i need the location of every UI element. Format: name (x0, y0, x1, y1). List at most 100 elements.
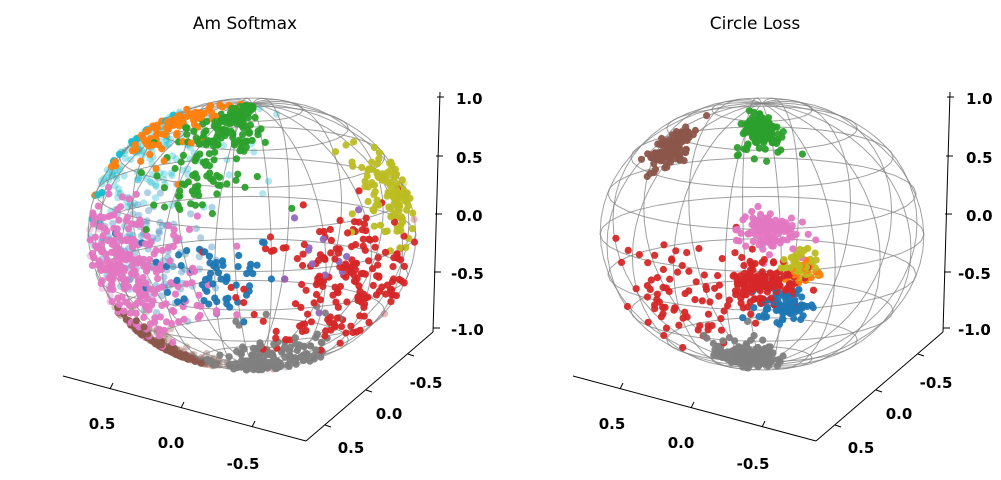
scatter-point (365, 257, 373, 265)
scatter-point (651, 251, 659, 259)
scatter-point (724, 302, 732, 310)
scatter-point (190, 127, 198, 135)
scatter-point (358, 163, 366, 172)
scatter-point (240, 147, 248, 155)
scatter-point (244, 114, 252, 122)
scatter-point (704, 310, 713, 318)
scatter-point (208, 243, 216, 251)
scatter-point (245, 129, 253, 137)
scatter-point (374, 261, 382, 269)
scatter-point (212, 264, 220, 272)
scatter-point (746, 257, 754, 266)
scatter-point (144, 189, 152, 197)
scatter-point (696, 322, 704, 330)
x-tick-label: 0.0 (668, 434, 695, 452)
scatter-point (364, 197, 372, 206)
scatter-point (332, 245, 340, 253)
scatter-point (282, 336, 290, 344)
scatter-point (332, 298, 340, 306)
scatter-point (144, 207, 153, 215)
scatter-point (304, 310, 312, 318)
scatter-point (165, 222, 173, 230)
scatter-point (153, 172, 161, 180)
scatter-point (302, 286, 310, 294)
scatter-point (653, 274, 662, 282)
scatter-point (160, 326, 168, 334)
scatter-sphere (86, 97, 419, 374)
scatter-point (134, 176, 143, 184)
scatter-point (251, 114, 259, 122)
scatter-point (158, 145, 166, 153)
scatter-point (245, 282, 254, 290)
scatter-point (171, 290, 180, 298)
scatter-point (796, 245, 804, 253)
x-axis-line (572, 375, 817, 442)
scatter-point (373, 160, 381, 168)
scatter-point (391, 173, 399, 181)
z-tick-label: -1.0 (451, 321, 484, 339)
scatter-point (760, 139, 768, 147)
scatter-point (151, 194, 160, 202)
scatter-point (176, 350, 184, 358)
scatter-point (191, 157, 199, 165)
scatter-point (293, 255, 301, 263)
scatter-point (161, 131, 169, 139)
scatter-point (259, 317, 267, 325)
chart-title: Circle Loss (710, 14, 801, 34)
z-axis: 1.0 0.5 0.0 -0.5 -1.0 (942, 90, 993, 339)
scatter-point (233, 311, 241, 319)
scatter-point (162, 262, 171, 271)
scatter-point (385, 203, 393, 211)
scatter-point (207, 269, 215, 277)
scatter-point (356, 312, 364, 320)
scatter-point (702, 282, 710, 291)
scatter-point (400, 232, 408, 240)
scatter-point (125, 195, 133, 203)
scatter-point (715, 281, 724, 289)
scatter-point (730, 271, 738, 279)
scatter-point (370, 143, 379, 151)
scatter-point (644, 259, 652, 267)
scatter-point (161, 203, 169, 211)
scatter-point (115, 216, 123, 224)
scatter-point (183, 105, 191, 113)
scatter-point (142, 226, 150, 234)
scatter-point (348, 210, 356, 218)
scatter-point (742, 242, 750, 250)
scatter-point (350, 277, 358, 285)
scatter-point (183, 247, 191, 255)
chart-title: Am Softmax (193, 14, 297, 34)
scatter-point (151, 314, 159, 322)
scatter-point (347, 243, 356, 251)
scatter-point (743, 146, 751, 154)
scatter-point (683, 136, 691, 145)
scatter-point (329, 291, 337, 299)
scatter-point (149, 297, 157, 305)
scatter-point (290, 214, 299, 222)
scatter-point (661, 303, 669, 311)
scatter-point (225, 353, 233, 361)
scatter-point (317, 346, 325, 354)
scatter-point (714, 272, 722, 280)
z-axis-line (942, 91, 951, 333)
scatter-point (187, 210, 195, 218)
scatter-point (331, 283, 339, 291)
scatter-point (216, 181, 224, 190)
scatter-point (137, 232, 145, 240)
scatter-point (321, 309, 329, 317)
scatter-point (120, 307, 128, 315)
scatter-point (369, 206, 377, 214)
scatter-point (737, 229, 745, 237)
scatter-point (647, 276, 655, 284)
scatter-point (132, 146, 140, 154)
scatter-point (772, 139, 781, 148)
scatter-point (692, 278, 700, 286)
scatter-point (298, 280, 306, 289)
scatter-point (731, 249, 739, 257)
scatter-point (175, 122, 183, 130)
scatter-point (637, 155, 646, 163)
scatter-point (160, 170, 168, 178)
scatter-point (720, 307, 728, 315)
scatter-point (798, 218, 807, 226)
scatter-point (211, 294, 219, 302)
